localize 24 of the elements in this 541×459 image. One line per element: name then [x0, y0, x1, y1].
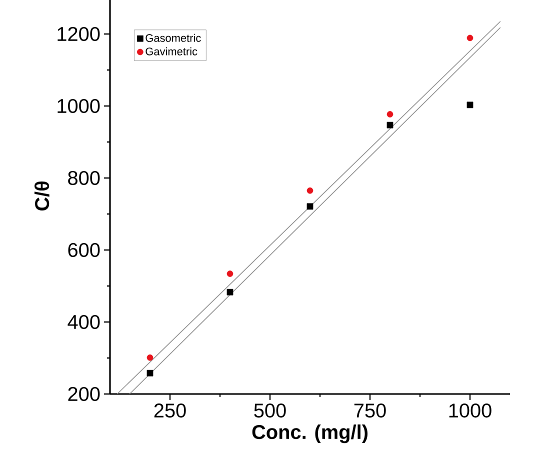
x-axis-title: Conc. (mg/l) [252, 424, 368, 444]
x-tick-label: 1000 [449, 404, 492, 418]
point [466, 34, 474, 42]
point [466, 102, 474, 108]
point [386, 111, 394, 118]
point [146, 354, 154, 361]
point [306, 203, 314, 210]
y-tick-label: 400 [68, 314, 100, 330]
x-tick-label: 750 [354, 404, 386, 418]
legend-label: Gavimetric [146, 47, 198, 56]
x-tick-label: 250 [154, 404, 186, 418]
y-tick-label: 1200 [58, 26, 100, 42]
point [306, 187, 314, 194]
legend-label: Gasometric [146, 34, 201, 42]
y-axis-title: C/θ [34, 182, 50, 211]
point [226, 270, 234, 277]
point [146, 370, 154, 376]
point [226, 288, 234, 296]
y-tick-label: 1000 [58, 98, 100, 114]
x-tick-label: 500 [254, 404, 286, 418]
y-tick-label: 800 [68, 170, 100, 186]
point [386, 122, 394, 128]
y-tick-label: 600 [68, 242, 100, 258]
y-tick-label: 200 [68, 386, 100, 402]
